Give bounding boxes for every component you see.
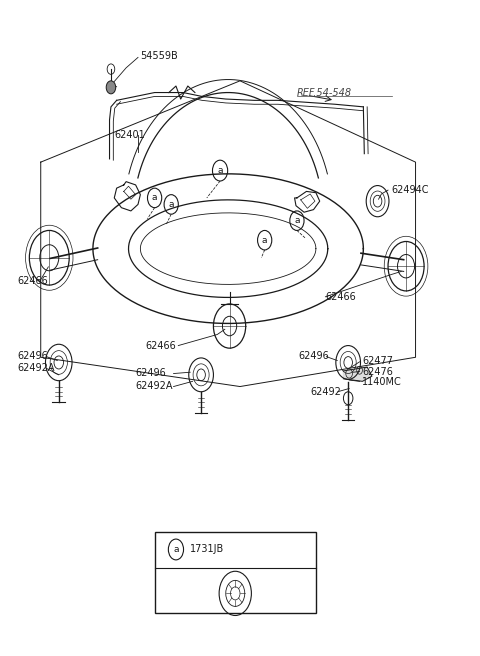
Text: REF.54-548: REF.54-548 <box>297 87 352 98</box>
Bar <box>155 531 316 613</box>
Text: 62466: 62466 <box>145 341 176 351</box>
Text: 62466: 62466 <box>325 292 356 302</box>
Text: 1731JB: 1731JB <box>190 544 225 554</box>
Text: 62496: 62496 <box>17 351 48 361</box>
Text: 62466: 62466 <box>17 276 48 285</box>
Circle shape <box>106 81 116 94</box>
Text: a: a <box>217 166 223 175</box>
Text: a: a <box>168 200 174 209</box>
Text: 62492A: 62492A <box>136 381 173 391</box>
Text: 62496: 62496 <box>298 351 329 361</box>
Polygon shape <box>343 367 372 381</box>
Text: a: a <box>173 545 179 554</box>
Text: 62476: 62476 <box>362 367 393 377</box>
Text: a: a <box>262 236 267 245</box>
Text: 62492: 62492 <box>310 388 341 398</box>
Text: 62492A: 62492A <box>17 363 55 373</box>
Text: 62494C: 62494C <box>392 185 429 195</box>
Text: 54559B: 54559B <box>140 51 178 61</box>
Text: 62477: 62477 <box>362 356 394 366</box>
Text: 1140MC: 1140MC <box>362 377 402 387</box>
Text: 62401: 62401 <box>114 130 145 140</box>
Text: 62496: 62496 <box>136 368 167 378</box>
Text: a: a <box>152 194 157 203</box>
Text: a: a <box>294 216 300 225</box>
